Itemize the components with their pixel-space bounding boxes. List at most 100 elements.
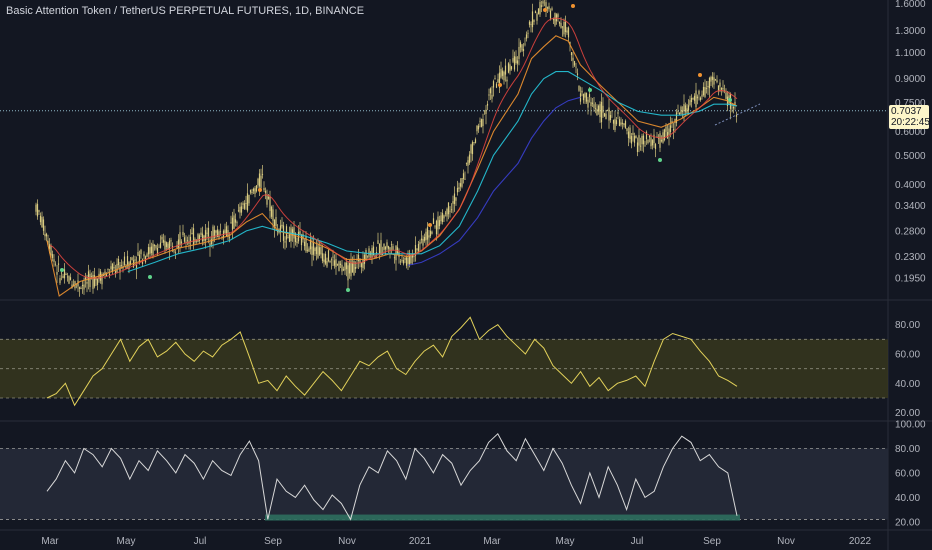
candle-body (90, 276, 93, 277)
candle-body (494, 77, 496, 79)
candle-body (72, 284, 75, 286)
candle-body (390, 244, 393, 246)
candle-body (84, 276, 87, 280)
candle-body (48, 244, 51, 250)
candles (35, 0, 738, 297)
candle-body (240, 206, 243, 213)
candle-body (618, 119, 621, 126)
candle-body (567, 27, 570, 38)
time-tick-label: 2021 (409, 536, 432, 547)
candle-body (578, 85, 580, 91)
candle-body (267, 196, 270, 199)
candle-body (183, 237, 186, 242)
candle-body (291, 229, 294, 236)
candle-body (614, 118, 616, 130)
candle-body (231, 217, 234, 230)
candle-body (176, 245, 178, 248)
candle-body (666, 132, 669, 139)
candle-body (368, 248, 370, 258)
candle-body (645, 131, 648, 140)
candle-body (545, 2, 547, 10)
candle-body (71, 284, 73, 289)
candle-body (639, 145, 642, 147)
candle-body (510, 66, 513, 70)
candle-body (653, 134, 655, 144)
price-tick-label: 0.6000 (895, 127, 926, 138)
candle-body (146, 254, 148, 257)
candle-body (95, 277, 97, 281)
bar-countdown: 20:22:45 (891, 117, 930, 128)
candle-body (62, 275, 64, 278)
candle-body (704, 86, 706, 97)
candle-body (507, 63, 510, 73)
candle-body (257, 178, 259, 186)
candle-body (408, 253, 411, 265)
candle-body (314, 248, 316, 252)
candle-body (315, 246, 318, 255)
candle-body (590, 102, 592, 107)
candle-body (245, 203, 247, 204)
candle-body (602, 105, 604, 113)
signal-marker (258, 188, 262, 192)
signal-marker (728, 98, 732, 102)
candle-body (57, 263, 60, 265)
candle-body (720, 87, 723, 90)
candle-body (530, 23, 532, 25)
candle-body (371, 248, 373, 258)
candle-body (110, 266, 112, 270)
candle-body (419, 241, 421, 245)
candle-body (275, 217, 277, 226)
candle-body (509, 64, 511, 71)
candle-body (473, 142, 475, 144)
candle-body (389, 247, 391, 251)
price-tick-label: 0.7500 (895, 98, 926, 109)
candle-body (435, 220, 438, 235)
candle-body (429, 230, 432, 237)
candle-body (179, 232, 181, 245)
candle-body (644, 145, 646, 147)
candle-body (620, 122, 622, 125)
candle-body (248, 194, 250, 204)
candle-body (51, 254, 54, 258)
price-tick-label: 0.9000 (895, 74, 926, 85)
candle-body (621, 122, 624, 124)
candle-body (252, 188, 255, 192)
candle-body (440, 215, 442, 222)
candle-body (716, 80, 718, 83)
candle-body (597, 105, 600, 112)
candle-body (317, 245, 319, 258)
candle-body (128, 262, 130, 270)
candle-body (570, 52, 573, 56)
candle-body (263, 188, 265, 191)
candle-body (596, 109, 598, 116)
candle-body (357, 254, 360, 261)
candle-body (198, 235, 201, 241)
ema-slow-line (127, 71, 738, 273)
candle-body (303, 241, 306, 247)
candle-body (504, 65, 507, 75)
candle-body (708, 77, 711, 89)
candle-body (447, 202, 450, 215)
candle-body (650, 137, 652, 147)
candle-body (431, 231, 433, 234)
candle-body (270, 206, 273, 217)
signal-marker (428, 223, 432, 227)
candle-body (126, 256, 129, 265)
candle-body (53, 259, 55, 262)
oscillator-band (0, 448, 888, 520)
candle-body (225, 226, 228, 237)
candle-body (495, 83, 498, 88)
candle-body (522, 49, 525, 51)
candle-body (680, 106, 682, 114)
candle-body (360, 263, 363, 268)
candle-body (518, 47, 520, 59)
candle-body (722, 88, 724, 90)
candle-body (686, 108, 688, 114)
candle-body (468, 154, 471, 163)
candle-body (675, 112, 678, 123)
candle-body (573, 60, 576, 66)
candle-body (572, 57, 574, 61)
candle-body (104, 271, 106, 275)
candle-body (615, 120, 618, 125)
